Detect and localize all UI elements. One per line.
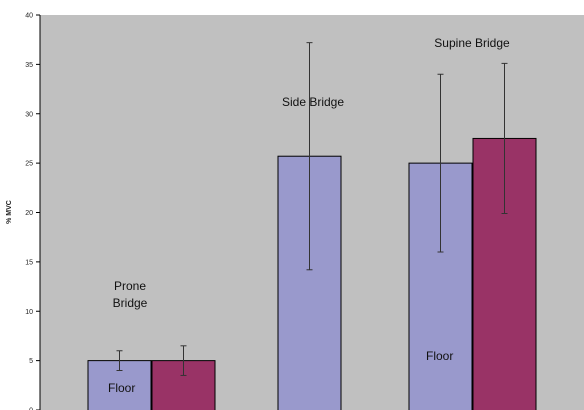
annotation-label: Floor <box>108 381 135 395</box>
annotation-label: Side Bridge <box>282 95 344 109</box>
y-tick-label: 25 <box>25 161 33 168</box>
y-tick-label: 40 <box>25 13 33 20</box>
y-tick-label: 15 <box>25 259 33 266</box>
annotations: Prone Bridge Side Bridge Supine Bridge Floor… <box>108 36 510 395</box>
y-tick-label: 10 <box>25 309 33 316</box>
y-tick-label: 35 <box>25 62 33 69</box>
annotation-label: Prone <box>114 279 146 293</box>
y-tick-label: 0 <box>29 408 33 410</box>
plot-content: Prone Bridge Side Bridge Supine Bridge Floor… <box>87 36 537 410</box>
y-tick-label: 30 <box>25 111 33 118</box>
y-tick-label: 5 <box>29 358 33 365</box>
y-tick-label: 20 <box>25 210 33 217</box>
y-axis: 0 5 10 15 20 25 30 35 40 <box>25 13 41 410</box>
annotation-label: Bridge <box>113 296 148 310</box>
y-axis-label: % MVC <box>6 200 13 224</box>
annotation-label: Floor <box>426 349 453 363</box>
annotation-label: Supine Bridge <box>434 36 510 50</box>
error-bars <box>116 42 508 376</box>
